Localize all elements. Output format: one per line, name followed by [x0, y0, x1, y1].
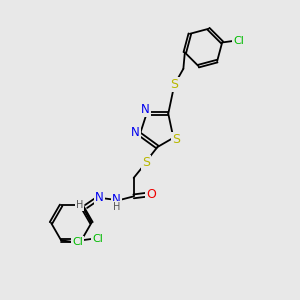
Text: O: O	[146, 188, 156, 201]
Text: H: H	[113, 202, 120, 212]
Text: Cl: Cl	[92, 234, 103, 244]
Text: H: H	[76, 200, 83, 210]
Text: N: N	[112, 194, 121, 206]
Text: N: N	[131, 126, 140, 139]
Text: N: N	[95, 191, 103, 204]
Text: S: S	[172, 133, 180, 146]
Text: Cl: Cl	[233, 36, 244, 46]
Text: N: N	[141, 103, 149, 116]
Text: S: S	[142, 156, 150, 169]
Text: S: S	[170, 78, 178, 91]
Text: Cl: Cl	[72, 237, 83, 247]
